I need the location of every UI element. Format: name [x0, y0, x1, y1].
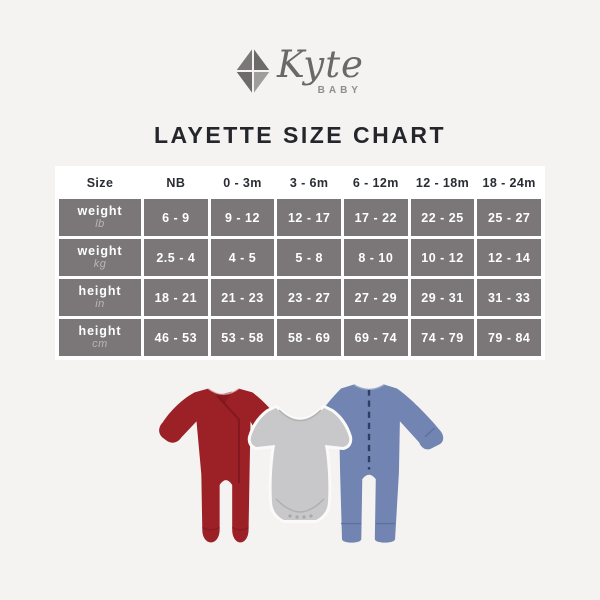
table-cell: 31 - 33 — [477, 279, 541, 316]
table-cell: 25 - 27 — [477, 199, 541, 236]
table-cell: 18 - 21 — [144, 279, 208, 316]
size-table: Size NB 0 - 3m 3 - 6m 6 - 12m 12 - 18m 1… — [55, 166, 545, 360]
table-cell: 4 - 5 — [210, 239, 275, 276]
table-cell: 29 - 31 — [410, 279, 475, 316]
brand-sub-name: BABY — [317, 85, 362, 96]
table-cell: 12 - 14 — [477, 239, 541, 276]
table-cell: 27 - 29 — [344, 279, 408, 316]
row-header-weight-kg: weight kg — [59, 239, 141, 276]
row-label: height — [78, 323, 122, 338]
garment-illustrations — [0, 373, 600, 588]
table-cell: 12 - 17 — [277, 199, 341, 236]
row-unit: kg — [93, 258, 107, 271]
kyte-baby-logo: Kyte BABY — [0, 0, 600, 96]
page-title: LAYETTE SIZE CHART — [153, 122, 447, 148]
col-header-6-12m: 6 - 12m — [344, 170, 408, 196]
table-cell: 5 - 8 — [277, 239, 341, 276]
kite-icon — [236, 48, 271, 94]
table-cell: 53 - 58 — [210, 319, 275, 356]
table-cell: 10 - 12 — [410, 239, 475, 276]
table-cell: 8 - 10 — [344, 239, 408, 276]
table-cell: 22 - 25 — [410, 199, 475, 236]
table-cell: 6 - 9 — [144, 199, 208, 236]
table-cell: 69 - 74 — [344, 319, 408, 356]
table-cell: 46 - 53 — [144, 319, 208, 356]
row-label: weight — [77, 243, 123, 258]
row-unit: lb — [95, 218, 105, 231]
table-cell: 23 - 27 — [277, 279, 341, 316]
row-unit: cm — [92, 338, 108, 351]
table-cell: 9 - 12 — [210, 199, 275, 236]
table-cell: 79 - 84 — [477, 319, 541, 356]
table-cell: 21 - 23 — [210, 279, 275, 316]
col-header-nb: NB — [144, 170, 208, 196]
col-header-18-24m: 18 - 24m — [477, 170, 541, 196]
row-header-height-in: height in — [59, 279, 141, 316]
row-label: height — [78, 283, 122, 298]
table-cell: 2.5 - 4 — [144, 239, 208, 276]
table-cell: 17 - 22 — [344, 199, 408, 236]
row-unit: in — [95, 298, 105, 311]
logo-text: Kyte BABY — [277, 46, 364, 96]
gray-bodysuit-illustration — [247, 405, 353, 523]
row-label: weight — [77, 203, 123, 218]
col-header-3-6m: 3 - 6m — [277, 170, 341, 196]
table-cell: 74 - 79 — [410, 319, 475, 356]
row-header-height-cm: height cm — [59, 319, 141, 356]
table-cell: 58 - 69 — [277, 319, 341, 356]
row-header-weight-lb: weight lb — [59, 199, 141, 236]
col-header-size: Size — [59, 170, 141, 196]
col-header-0-3m: 0 - 3m — [210, 170, 275, 196]
col-header-12-18m: 12 - 18m — [410, 170, 475, 196]
brand-name: Kyte — [277, 43, 364, 86]
